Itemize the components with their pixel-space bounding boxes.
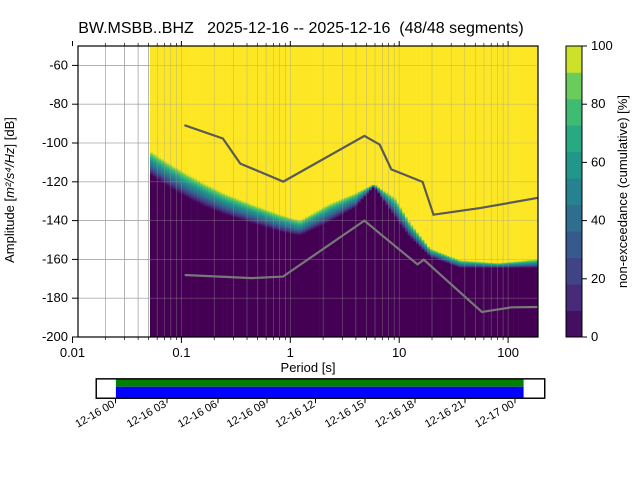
svg-text:12-16 00: 12-16 00 xyxy=(73,398,117,430)
svg-text:non-exceedance (cumulative) [%: non-exceedance (cumulative) [%] xyxy=(615,95,630,288)
svg-text:Amplitude [m²/s⁴/Hz] [dB]: Amplitude [m²/s⁴/Hz] [dB] xyxy=(2,117,17,263)
svg-text:12-16 09: 12-16 09 xyxy=(225,398,269,430)
svg-text:Period [s]: Period [s] xyxy=(281,360,336,375)
svg-text:100: 100 xyxy=(591,38,613,53)
svg-text:20: 20 xyxy=(591,271,605,286)
svg-text:-80: -80 xyxy=(49,96,68,111)
svg-text:12-17 00: 12-17 00 xyxy=(473,398,517,430)
svg-text:12-16 21: 12-16 21 xyxy=(423,398,467,430)
svg-text:80: 80 xyxy=(591,96,605,111)
svg-text:60: 60 xyxy=(591,154,605,169)
svg-text:0: 0 xyxy=(591,329,598,344)
svg-text:0.1: 0.1 xyxy=(172,345,190,360)
svg-text:12-16 03: 12-16 03 xyxy=(125,398,169,430)
svg-text:12-16 12: 12-16 12 xyxy=(273,398,317,430)
svg-text:-200: -200 xyxy=(42,329,68,344)
svg-text:40: 40 xyxy=(591,213,605,228)
svg-text:-120: -120 xyxy=(42,174,68,189)
svg-text:-60: -60 xyxy=(49,57,68,72)
svg-text:-180: -180 xyxy=(42,290,68,305)
svg-text:BW.MSBB..BHZ 2025-12-16 -- 2: BW.MSBB..BHZ 2025-12-16 -- 2025-12-16 (4… xyxy=(78,20,524,37)
svg-text:12-16 15: 12-16 15 xyxy=(323,398,367,430)
svg-text:0.01: 0.01 xyxy=(60,345,85,360)
svg-text:10: 10 xyxy=(392,345,406,360)
svg-text:12-16 06: 12-16 06 xyxy=(176,398,220,430)
svg-text:100: 100 xyxy=(497,345,519,360)
svg-text:12-16 18: 12-16 18 xyxy=(373,398,417,430)
svg-text:-100: -100 xyxy=(42,135,68,150)
svg-text:-140: -140 xyxy=(42,213,68,228)
svg-text:1: 1 xyxy=(287,345,294,360)
svg-text:-160: -160 xyxy=(42,251,68,266)
